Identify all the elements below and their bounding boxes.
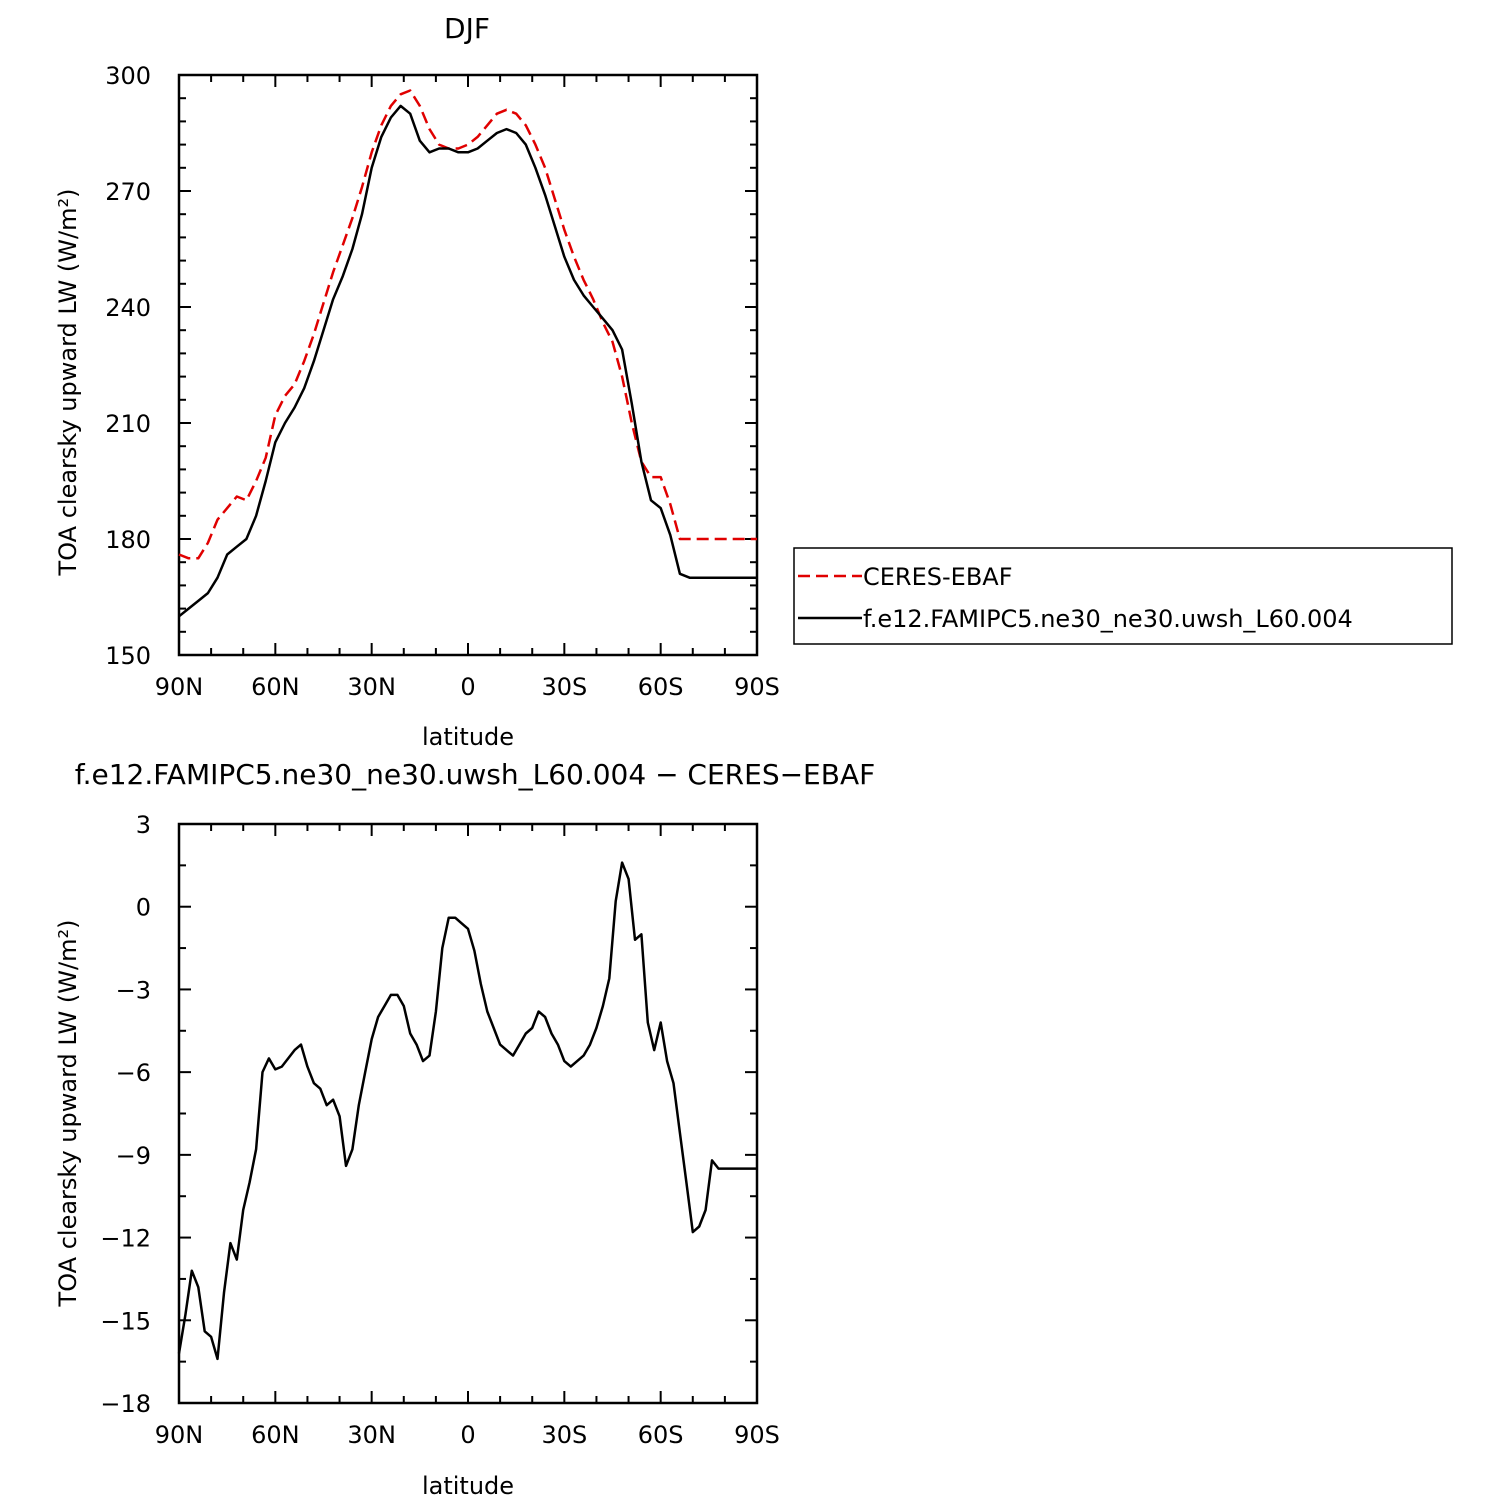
top-chart-title: DJF — [444, 12, 490, 45]
bot-x-tick-label: 30S — [541, 1421, 587, 1449]
top-y-tick-label: 180 — [105, 526, 151, 554]
top-series-group — [178, 89, 757, 618]
top-y-tick-labels: 150 180 210 240 270 300 — [105, 62, 151, 670]
bot-y-tick-label: −9 — [116, 1142, 151, 1170]
top-y-tick-label: 270 — [105, 178, 151, 206]
top-y-axis-label: TOA clearsky upward LW (W/m²) — [54, 189, 82, 577]
top-series-line-0 — [178, 89, 757, 560]
bottom-ticks — [178, 823, 758, 1404]
legend: CERES-EBAF f.e12.FAMIPC5.ne30_ne30.uwsh_… — [793, 547, 1453, 645]
bottom-series-group — [177, 861, 757, 1361]
top-x-tick-label: 30S — [541, 673, 587, 701]
bot-x-tick-label: 90S — [734, 1421, 780, 1449]
top-y-tick-label: 150 — [105, 642, 151, 670]
legend-label-ceres: CERES-EBAF — [863, 563, 1013, 591]
top-x-axis-label: latitude — [422, 723, 514, 751]
bot-y-tick-label: −15 — [100, 1307, 151, 1335]
top-y-tick-label: 240 — [105, 294, 151, 322]
bot-y-tick-label: −18 — [100, 1390, 151, 1418]
top-x-tick-label: 60S — [638, 673, 684, 701]
bot-series-line-0 — [177, 861, 757, 1361]
top-series-line-1 — [178, 104, 757, 618]
top-ticks — [178, 74, 758, 656]
bottom-chart-title: f.e12.FAMIPC5.ne30_ne30.uwsh_L60.004 − C… — [75, 758, 875, 791]
bottom-y-axis-label: TOA clearsky upward LW (W/m²) — [54, 920, 82, 1308]
bot-y-tick-label: −6 — [116, 1059, 151, 1087]
bottom-x-axis-label: latitude — [422, 1472, 514, 1500]
bottom-plot-frame — [177, 822, 759, 1405]
top-x-tick-label: 90N — [155, 673, 204, 701]
legend-label-model: f.e12.FAMIPC5.ne30_ne30.uwsh_L60.004 — [863, 605, 1353, 633]
bottom-x-tick-labels: 90N 60N 30N 0 30S 60S 90S — [155, 1421, 780, 1449]
top-panel: DJF 90N 60N 30N 0 30S 60S 90S 150 180 210 240 270 3… — [54, 12, 1453, 751]
top-x-tick-label: 90S — [734, 673, 780, 701]
bot-x-tick-label: 90N — [155, 1421, 204, 1449]
bot-x-tick-label: 60N — [251, 1421, 300, 1449]
legend-box — [793, 547, 1453, 645]
top-x-tick-label: 30N — [347, 673, 396, 701]
bot-y-tick-label: −3 — [116, 976, 151, 1004]
top-x-tick-labels: 90N 60N 30N 0 30S 60S 90S — [155, 673, 780, 701]
top-x-tick-label: 0 — [460, 673, 475, 701]
top-y-tick-label: 300 — [105, 62, 151, 90]
bot-y-tick-label: −12 — [100, 1225, 151, 1253]
bottom-panel: f.e12.FAMIPC5.ne30_ne30.uwsh_L60.004 − C… — [54, 758, 875, 1500]
bot-y-tick-label: 0 — [136, 894, 151, 922]
top-y-tick-label: 210 — [105, 410, 151, 438]
top-x-tick-label: 60N — [251, 673, 300, 701]
top-plot-frame — [177, 73, 759, 657]
bottom-y-tick-labels: 3 0 −3 −6 −9 −12 −15 −18 — [100, 811, 151, 1418]
bot-x-tick-label: 30N — [347, 1421, 396, 1449]
bot-x-tick-label: 0 — [460, 1421, 475, 1449]
bot-x-tick-label: 60S — [638, 1421, 684, 1449]
bot-y-tick-label: 3 — [136, 811, 151, 839]
